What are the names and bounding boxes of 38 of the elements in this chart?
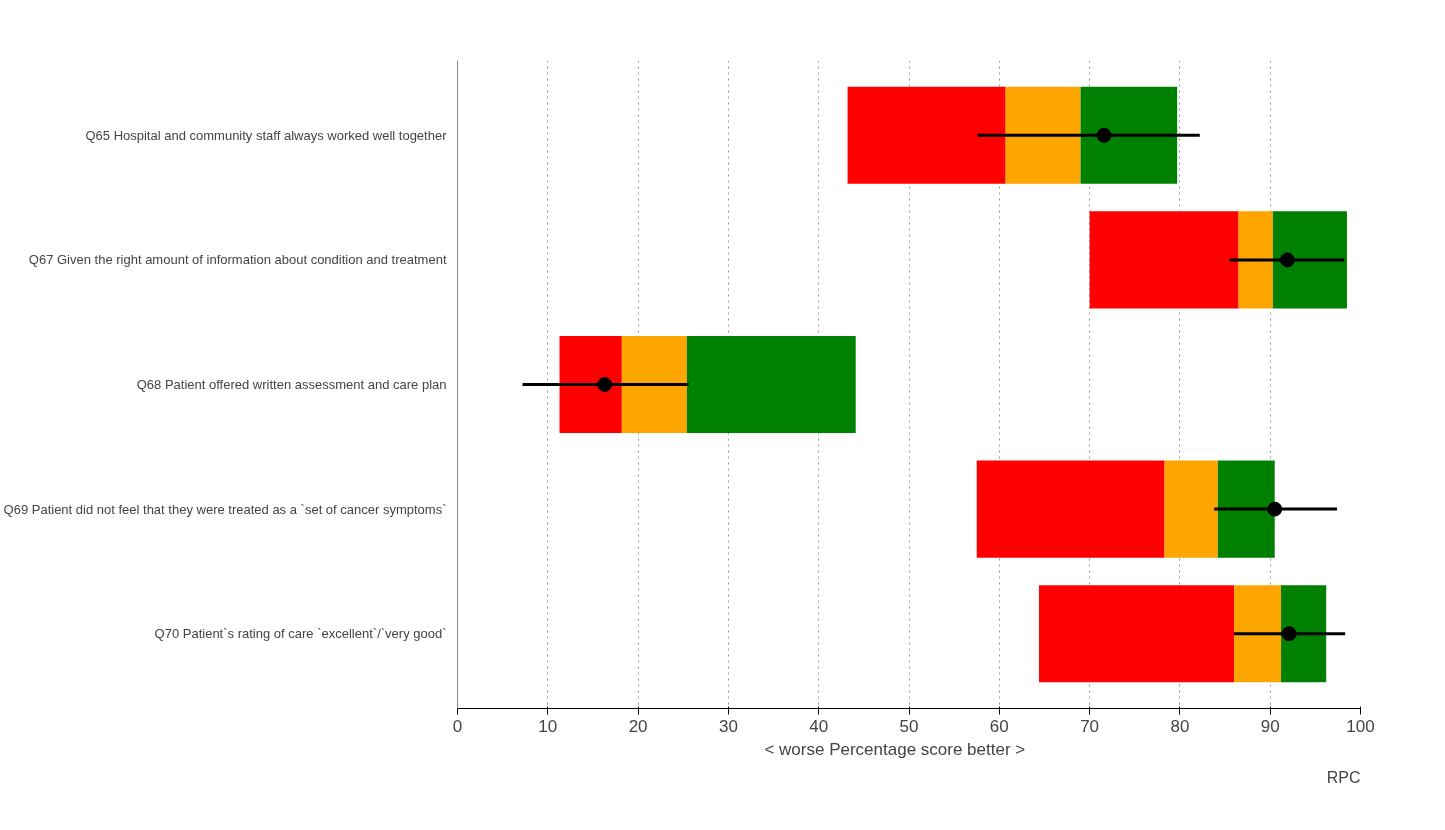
y-tick-label: Q67 Given the right amount of information about condition and treatment [28,252,447,268]
bar [1238,211,1273,309]
point [597,377,613,392]
y-tick-label: Q69 Patient did not feel that they were treated as a `set of cancer symptoms` [3,501,447,517]
bar [1281,585,1327,683]
bar [1164,460,1218,558]
y-tick-label: Q65 Hospital and community staff always worked well together [85,127,448,143]
bar [1005,86,1081,184]
y-tick-label: Q68 Patient offered written assessment and care plan [136,377,447,392]
bar [1234,585,1282,683]
x-tick-label: 10 [538,716,558,736]
x-tick-label: 80 [1170,716,1190,736]
point [1279,252,1295,268]
bar [621,335,687,434]
bar [559,335,622,434]
point [1267,501,1283,517]
x-tick-label: 20 [628,716,648,736]
bar [1272,211,1347,309]
bar [1089,211,1239,309]
point [1281,626,1297,642]
bar [1080,86,1178,184]
y-tick-label: Q70 Patient`s rating of care `excellent`/`very good` [154,626,447,642]
x-tick-label: 50 [899,716,919,736]
bar [686,335,856,434]
point [1096,127,1112,143]
x-tick-label: 40 [809,716,829,736]
bar [847,86,1006,184]
x-tick-label: 0 [452,716,463,736]
x-tick-label: 90 [1260,716,1280,736]
bar [1039,585,1235,683]
x-tick-label: 30 [718,716,738,736]
x-tick-label: 100 [1346,716,1375,736]
bar [1217,460,1275,558]
bar [976,460,1165,558]
x-tick-label: 70 [1080,716,1100,736]
x-tick-label: 60 [989,716,1009,736]
x-axis-title: < worse Percentage score better > [764,739,1026,759]
text: RPC [1326,768,1361,786]
